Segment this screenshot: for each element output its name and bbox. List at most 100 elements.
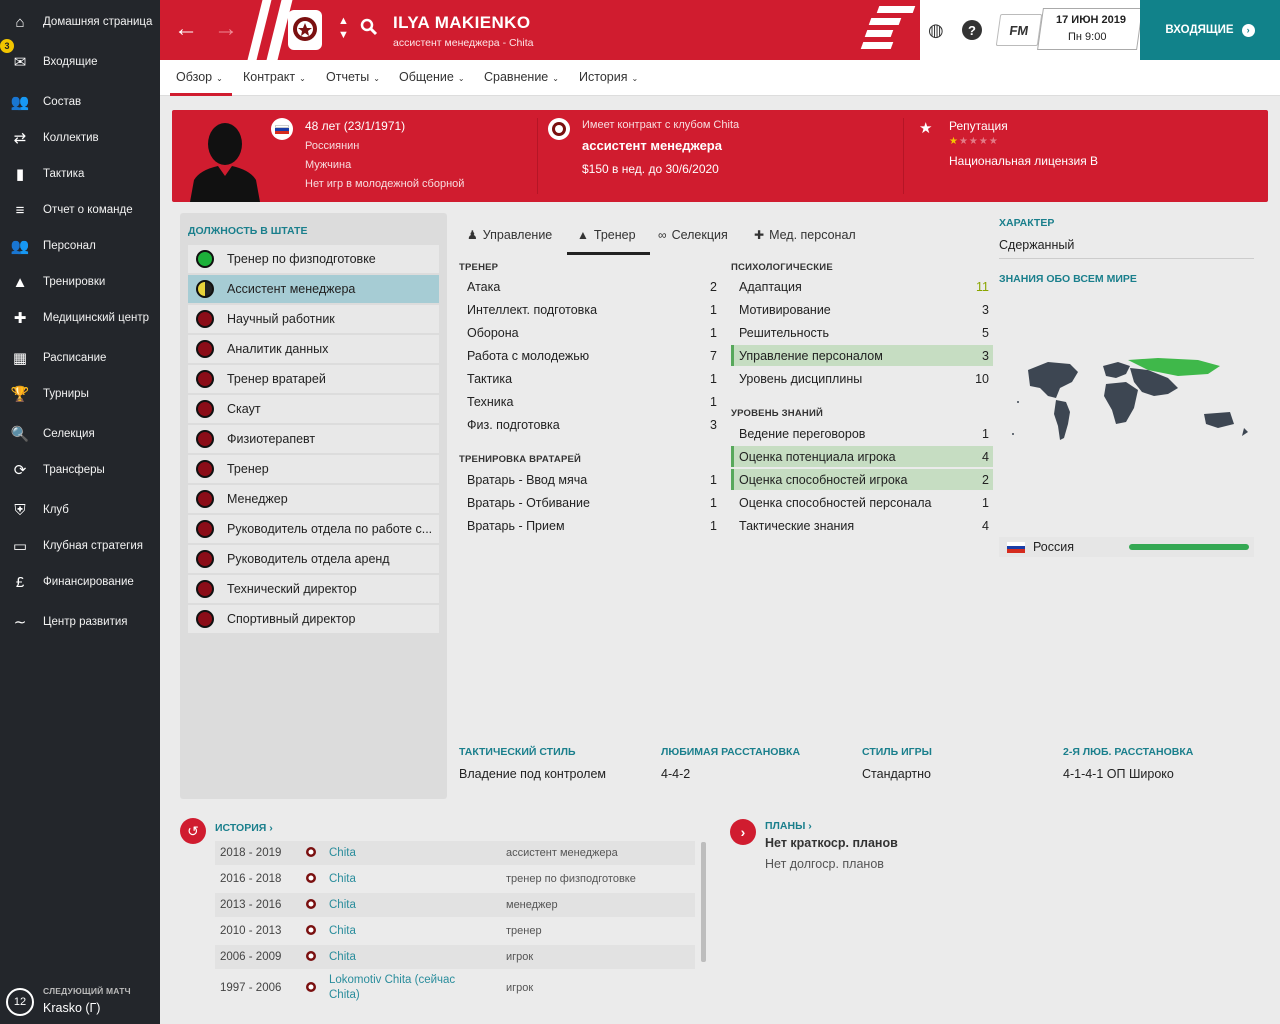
tab-label: Сравнение (484, 70, 549, 84)
tab-coach[interactable]: ▲ Тренер (577, 228, 636, 242)
attribute-value: 1 (710, 472, 717, 487)
sidebar-item[interactable]: ▦ Расписание (0, 343, 160, 373)
club-crest-icon[interactable] (288, 10, 322, 50)
history-role: менеджер (506, 899, 558, 911)
next-match[interactable]: 12 СЛЕДУЮЩИЙ МАТЧ Krasko (Г) (0, 980, 160, 1024)
attribute-tabs: ♟ Управление ▲ Тренер ∞ Селекция ✚ Мед. перс… (459, 222, 879, 256)
search-icon[interactable] (360, 18, 378, 41)
role-status-icon (196, 460, 214, 478)
attribute-row: Уровень дисциплины 10 (731, 368, 993, 389)
history-club-link[interactable]: Chita (329, 898, 356, 911)
role-status-icon (196, 610, 214, 628)
sidebar-item[interactable]: ✚ Медицинский центр (0, 303, 160, 333)
history-club-link[interactable]: Lokomotiv Chita (сейчас Chita) (329, 974, 456, 1001)
header-right: ◍ ? FM 17 ИЮН 2019 Пн 9:00 ВХОДЯЩИЕ › (920, 0, 1280, 60)
tab-scouting[interactable]: ∞ Селекция (658, 228, 728, 242)
header: ← → ▲ ▼ ILYA MAKIENKO ассистент менеджера… (160, 0, 1280, 60)
staff-role-row[interactable]: Руководитель отдела аренд (188, 545, 439, 573)
history-club-link[interactable]: Chita (329, 846, 356, 859)
history-years: 2018 - 2019 (220, 847, 282, 859)
attribute-name: Оценка способностей игрока (739, 472, 908, 487)
attribute-name: Тактика (467, 371, 513, 386)
attribute-name: Оборона (467, 325, 519, 340)
help-icon[interactable]: ? (962, 20, 982, 40)
continue-inbox-button[interactable]: ВХОДЯЩИЕ › (1140, 0, 1280, 60)
attribute-value: 2 (710, 279, 717, 294)
person-nationality: Россиянин (305, 140, 360, 152)
back-arrow-icon[interactable]: ← (174, 15, 198, 42)
history-club-link[interactable]: Chita (329, 924, 356, 937)
club-crest-icon (305, 980, 319, 996)
staff-role-row[interactable]: Спортивный директор (188, 605, 439, 633)
history-club-link[interactable]: Chita (329, 950, 356, 963)
active-tab-underline (567, 252, 650, 255)
attribute-name: Атака (467, 279, 501, 294)
sidebar-item[interactable]: ▲ Тренировки (0, 267, 160, 297)
sidebar-item[interactable]: ▭ Клубная стратегия (0, 531, 160, 561)
next-match-label: СЛЕДУЮЩИЙ МАТЧ (43, 986, 131, 996)
staff-role-row[interactable]: Руководитель отдела по работе с... (188, 515, 439, 543)
attribute-row: Тактические знания 4 (731, 515, 993, 536)
club-crest-icon (305, 845, 319, 861)
history-title[interactable]: ИСТОРИЯ › (215, 822, 273, 834)
forward-arrow-icon[interactable]: → (214, 15, 238, 42)
staff-role-row[interactable]: Скаут (188, 395, 439, 423)
globe-icon[interactable]: ◍ (928, 20, 944, 40)
knowledge-section-header: УРОВЕНЬ ЗНАНИЙ (731, 408, 824, 419)
history-club-link[interactable]: Chita (329, 872, 356, 885)
staff-role-row[interactable]: Технический директор (188, 575, 439, 603)
attribute-name: Управление персоналом (739, 348, 883, 363)
attribute-value: 7 (710, 348, 717, 363)
sidebar-item[interactable]: 🔍 Селекция (0, 419, 160, 449)
staff-role-row[interactable]: Менеджер (188, 485, 439, 513)
tab-label: Обзор (176, 70, 213, 84)
staff-role-label: Тренер вратарей (227, 372, 326, 386)
sidebar-item[interactable]: ≡ Отчет о команде (0, 195, 160, 225)
sidebar-item[interactable]: 👥 Состав (0, 87, 160, 117)
staff-role-row[interactable]: Научный работник (188, 305, 439, 333)
sidebar-item-icon: ▦ (12, 350, 28, 367)
history-years: 2016 - 2018 (220, 873, 282, 885)
tab-item[interactable]: История ⌄ (579, 70, 638, 84)
sidebar-item[interactable]: ∼ Центр развития (0, 607, 160, 637)
sidebar-item[interactable]: ⌂ Домашняя страница (0, 7, 160, 37)
psych-section-header: ПСИХОЛОГИЧЕСКИЕ (731, 262, 833, 273)
attribute-value: 1 (982, 495, 989, 510)
sidebar-item[interactable]: ✉ 3 Входящие (0, 37, 160, 77)
sidebar-item-icon: ≡ (15, 201, 25, 219)
cycle-updown-icon[interactable]: ▲ ▼ (338, 15, 349, 41)
attribute-row: Ведение переговоров 1 (731, 423, 993, 444)
tab-management[interactable]: ♟ Управление (467, 228, 552, 242)
sidebar-item[interactable]: 🏆 Турниры (0, 379, 160, 409)
tab-item[interactable]: Отчеты ⌄ (326, 70, 380, 84)
next-match-opponent: Krasko (Г) (43, 1001, 101, 1015)
history-scrollbar[interactable] (701, 842, 706, 962)
attribute-name: Тактические знания (739, 518, 855, 533)
attribute-value: 1 (710, 495, 717, 510)
sidebar-item[interactable]: 👥 Персонал (0, 231, 160, 261)
sidebar-item[interactable]: ⛨ Клуб (0, 495, 160, 525)
tab-item[interactable]: Сравнение ⌄ (484, 70, 559, 84)
staff-role-row[interactable]: Ассистент менеджера (188, 275, 439, 303)
tab-item[interactable]: Общение ⌄ (399, 70, 465, 84)
plans-title[interactable]: ПЛАНЫ › (765, 820, 812, 832)
staff-role-row[interactable]: Аналитик данных (188, 335, 439, 363)
history-row: 2013 - 2016 Chita менеджер (215, 893, 695, 917)
staff-role-row[interactable]: Тренер по физподготовке (188, 245, 439, 273)
tab-item[interactable]: Контракт ⌄ (243, 70, 306, 84)
sidebar-item[interactable]: ▮ Тактика (0, 159, 160, 189)
staff-role-row[interactable]: Физиотерапевт (188, 425, 439, 453)
role-status-icon (196, 370, 214, 388)
staff-role-row[interactable]: Тренер (188, 455, 439, 483)
staff-role-row[interactable]: Тренер вратарей (188, 365, 439, 393)
attribute-row: Оценка способностей игрока 2 (731, 469, 993, 490)
attribute-row: Адаптация 11 (731, 276, 993, 297)
tab-item[interactable]: Обзор ⌄ (176, 70, 223, 84)
sidebar-item[interactable]: ⇄ Коллектив (0, 123, 160, 153)
fm-menu-button[interactable]: FM (995, 14, 1043, 46)
reputation-label: Репутация (949, 119, 1008, 133)
tab-medical[interactable]: ✚ Мед. персонал (754, 228, 856, 242)
sidebar-item[interactable]: £ Финансирование (0, 567, 160, 597)
sidebar-item[interactable]: ⟳ Трансферы (0, 455, 160, 485)
tab-label: Селекция (671, 228, 728, 242)
